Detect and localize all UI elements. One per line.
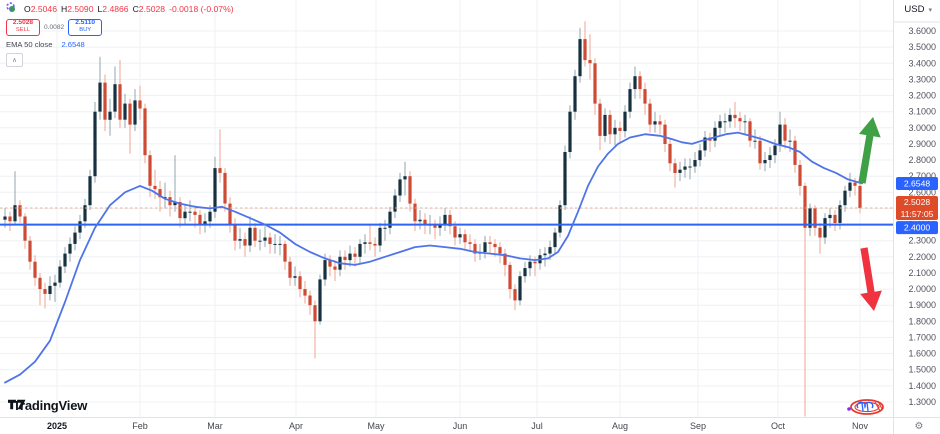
ohlc-row[interactable]: O 2.5046 H 2.5090 L 2.4866 C 2.5028 -0.0… [6, 2, 234, 16]
ema-line[interactable] [4, 131, 863, 384]
y-tick-label: 3.4000 [908, 58, 936, 68]
x-tick-label: Mar [207, 421, 223, 431]
buy-button[interactable]: 2.5110 BUY [68, 18, 103, 36]
brand-name: TradingView [13, 398, 88, 413]
indicator-row[interactable]: EMA 50 close 2.6548 [6, 2, 234, 49]
y-tick-label: 1.6000 [908, 349, 936, 359]
high-value: 2.5090 [67, 4, 94, 14]
chart-legend: O 2.5046 H 2.5090 L 2.4866 C 2.5028 -0.0… [6, 2, 234, 67]
y-tick-label: 1.8000 [908, 316, 936, 326]
open-label: O [24, 4, 31, 14]
low-label: L [97, 4, 103, 14]
sell-price: 2.5028 [12, 19, 34, 27]
currency-label: USD [904, 4, 925, 15]
axis-settings-gear-icon[interactable]: ⚙ [915, 421, 924, 432]
candles-layer [3, 21, 862, 417]
ema-price-badge: 2.6548 [896, 177, 938, 190]
up-arrow-annotation[interactable] [858, 117, 881, 184]
buy-label: BUY [79, 26, 92, 33]
y-tick-label: 3.6000 [908, 26, 936, 36]
change-value: -0.0018 (-0.07%) [169, 4, 234, 14]
y-tick-label: 1.4000 [908, 381, 936, 391]
high-label: H [60, 4, 68, 14]
price-axis[interactable]: 3.6000 3.5000 3.4000 3.3000 3.2000 3.1000 3.00… [908, 26, 936, 407]
y-tick-label: 1.9000 [908, 300, 936, 310]
y-tick-label: 2.8000 [908, 155, 936, 165]
y-tick-label: 2.3000 [908, 236, 936, 246]
tradingview-logo-icon [8, 399, 26, 410]
indicator-name: EMA 50 close [6, 39, 53, 49]
low-value: 2.4866 [102, 4, 129, 14]
indicator-value: 2.6548 [61, 39, 85, 49]
svg-text:11:57:05: 11:57:05 [901, 209, 934, 219]
y-tick-label: 1.5000 [908, 365, 936, 375]
y-tick-label: 1.7000 [908, 333, 936, 343]
x-tick-label: May [367, 421, 385, 431]
currency-selector[interactable]: USD ▾ [904, 4, 932, 15]
market-status-icon [9, 6, 15, 12]
y-tick-label: 1.3000 [908, 397, 936, 407]
sell-label: SELL [15, 26, 31, 33]
down-arrow-annotation[interactable] [860, 247, 882, 311]
x-tick-label: Apr [289, 421, 303, 431]
x-tick-label: Jul [531, 421, 543, 431]
x-tick-label: Oct [771, 421, 786, 431]
support-price-badge: 2.4000 [896, 221, 938, 235]
sell-button[interactable]: 2.5028 SELL [6, 18, 40, 36]
svg-text:2.5028: 2.5028 [904, 197, 931, 207]
y-tick-label: 3.3000 [908, 74, 936, 84]
time-axis[interactable]: 2025 Feb Mar Apr May Jun Jul Aug Sep Oct Nov [47, 421, 869, 431]
y-tick-label: 2.9000 [908, 139, 936, 149]
chevron-up-icon: ∧ [12, 57, 17, 64]
y-tick-label: 3.1000 [908, 107, 936, 117]
y-tick-label: 2.2000 [908, 252, 936, 262]
x-tick-label: Aug [612, 421, 628, 431]
trade-buttons: 2.5028 SELL 0.0082 2.5110 BUY [6, 18, 234, 36]
x-tick-label: Feb [132, 421, 148, 431]
x-tick-label: Jun [453, 421, 468, 431]
y-tick-label: 3.0000 [908, 123, 936, 133]
y-tick-label: 3.2000 [908, 91, 936, 101]
close-label: C [132, 4, 139, 14]
y-tick-label: 2.0000 [908, 284, 936, 294]
collapse-indicators-button[interactable]: ∧ [6, 53, 23, 67]
last-price-badge: 2.5028 11:57:05 [896, 196, 938, 220]
y-tick-label: 3.5000 [908, 42, 936, 52]
svg-text:2.6548: 2.6548 [904, 179, 931, 189]
y-tick-label: 2.7000 [908, 171, 936, 181]
y-tick-label: 2.1000 [908, 268, 936, 278]
chevron-down-icon: ▾ [928, 6, 932, 14]
y-tick-label: 2.6000 [908, 187, 936, 197]
tradingview-attribution[interactable]: TradingView [8, 398, 87, 413]
x-tick-label: 2025 [47, 421, 67, 431]
scribble-annotation[interactable] [847, 399, 884, 415]
close-value: 2.5028 [138, 4, 166, 14]
buy-price: 2.5110 [75, 19, 96, 27]
x-tick-label: Sep [690, 421, 706, 431]
spread-value: 0.0082 [44, 23, 65, 31]
open-value: 2.5046 [30, 4, 57, 14]
svg-text:2.4000: 2.4000 [904, 223, 931, 233]
x-tick-label: Nov [852, 421, 869, 431]
